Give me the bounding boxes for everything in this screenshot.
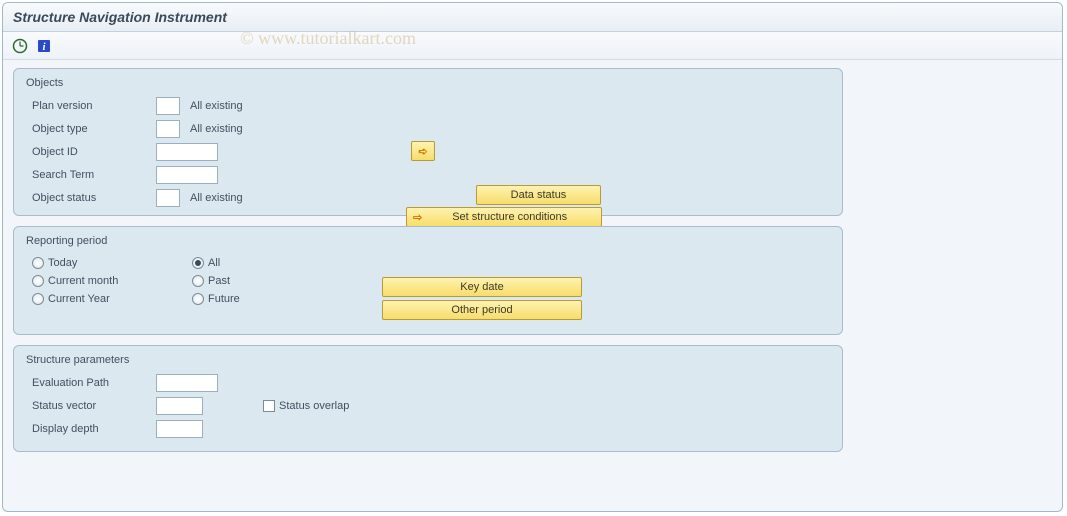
radio-icon: [32, 275, 44, 287]
status-vector-label: Status vector: [26, 400, 156, 412]
object-type-suffix: All existing: [190, 123, 243, 135]
reporting-period-group: Reporting period Today Current month Cur…: [13, 226, 843, 335]
page-title: Structure Navigation Instrument: [13, 9, 227, 25]
object-status-suffix: All existing: [190, 192, 243, 204]
info-icon[interactable]: i: [35, 37, 53, 55]
radio-today[interactable]: Today: [32, 257, 182, 269]
arrow-right-icon: ⇨: [413, 211, 422, 224]
search-term-input[interactable]: [156, 166, 218, 184]
key-date-label: Key date: [460, 281, 503, 293]
display-depth-label: Display depth: [26, 423, 156, 435]
radio-today-label: Today: [48, 257, 77, 269]
object-status-input[interactable]: [156, 189, 180, 207]
plan-version-suffix: All existing: [190, 100, 243, 112]
radio-icon: [192, 293, 204, 305]
execute-icon[interactable]: [11, 37, 29, 55]
plan-version-label: Plan version: [26, 100, 156, 112]
radio-current-month[interactable]: Current month: [32, 275, 182, 287]
reporting-period-title: Reporting period: [24, 235, 109, 247]
status-overlap-label: Status overlap: [279, 400, 349, 412]
radio-icon: [32, 257, 44, 269]
object-type-label: Object type: [26, 123, 156, 135]
radio-past[interactable]: Past: [192, 275, 372, 287]
object-status-label: Object status: [26, 192, 156, 204]
checkbox-icon: [263, 400, 275, 412]
radio-current-year[interactable]: Current Year: [32, 293, 182, 305]
object-id-label: Object ID: [26, 146, 156, 158]
radio-icon: [32, 293, 44, 305]
objects-group: Objects Plan version All existing Object…: [13, 68, 843, 216]
radio-icon: [192, 275, 204, 287]
data-status-label: Data status: [511, 189, 567, 201]
set-structure-conditions-button[interactable]: ⇨ Set structure conditions: [406, 207, 602, 227]
radio-icon: [192, 257, 204, 269]
data-status-button[interactable]: Data status: [476, 185, 601, 205]
structure-parameters-group: Structure parameters Evaluation Path Sta…: [13, 345, 843, 452]
radio-future-label: Future: [208, 293, 240, 305]
radio-past-label: Past: [208, 275, 230, 287]
radio-all[interactable]: All: [192, 257, 372, 269]
status-overlap-checkbox[interactable]: Status overlap: [263, 400, 349, 412]
radio-future[interactable]: Future: [192, 293, 372, 305]
arrow-right-icon: ➪: [418, 145, 427, 158]
window-frame: Structure Navigation Instrument i © www.…: [2, 2, 1063, 512]
object-type-input[interactable]: [156, 120, 180, 138]
key-date-button[interactable]: Key date: [382, 277, 582, 297]
other-period-label: Other period: [451, 304, 512, 316]
objects-group-title: Objects: [24, 77, 65, 89]
evaluation-path-label: Evaluation Path: [26, 377, 156, 389]
evaluation-path-input[interactable]: [156, 374, 218, 392]
plan-version-input[interactable]: [156, 97, 180, 115]
display-depth-input[interactable]: [156, 420, 203, 438]
other-period-button[interactable]: Other period: [382, 300, 582, 320]
radio-current-year-label: Current Year: [48, 293, 110, 305]
radio-all-label: All: [208, 257, 220, 269]
set-structure-conditions-label: Set structure conditions: [452, 211, 567, 223]
toolbar: i: [3, 32, 1062, 60]
radio-current-month-label: Current month: [48, 275, 118, 287]
search-term-label: Search Term: [26, 169, 156, 181]
title-bar: Structure Navigation Instrument: [3, 3, 1062, 32]
content-area: Objects Plan version All existing Object…: [3, 60, 853, 470]
object-id-input[interactable]: [156, 143, 218, 161]
multiple-selection-button[interactable]: ➪: [411, 141, 435, 161]
status-vector-input[interactable]: [156, 397, 203, 415]
structure-parameters-title: Structure parameters: [24, 354, 131, 366]
